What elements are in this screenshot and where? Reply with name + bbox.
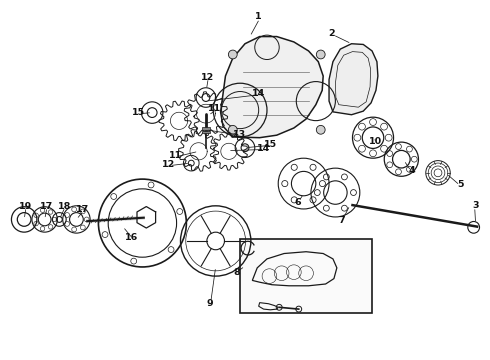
Text: 3: 3 (472, 201, 479, 210)
Bar (202, 131, 210, 134)
Text: 7: 7 (339, 216, 345, 225)
Text: 14: 14 (257, 144, 270, 153)
Text: 11: 11 (169, 152, 182, 161)
Text: 1: 1 (255, 12, 262, 21)
Text: 5: 5 (458, 180, 464, 189)
Text: 4: 4 (409, 166, 416, 175)
Text: 2: 2 (329, 29, 335, 38)
Text: 19: 19 (19, 202, 32, 211)
Text: 18: 18 (57, 202, 71, 211)
Text: 17: 17 (40, 202, 53, 211)
Text: 6: 6 (294, 198, 301, 207)
Text: 15: 15 (264, 140, 277, 149)
Bar (240, 239, 372, 313)
Text: 17: 17 (76, 205, 89, 214)
Polygon shape (329, 44, 378, 115)
Text: 14: 14 (252, 89, 265, 98)
Text: 9: 9 (206, 298, 213, 307)
Ellipse shape (317, 50, 325, 59)
Text: 8: 8 (233, 268, 240, 277)
Ellipse shape (228, 125, 237, 134)
Text: 16: 16 (125, 233, 138, 242)
Text: 12: 12 (162, 161, 175, 170)
Text: 10: 10 (369, 137, 383, 146)
Text: 13: 13 (233, 130, 245, 139)
Text: 15: 15 (132, 108, 146, 117)
Bar (202, 127, 210, 130)
Text: 12: 12 (201, 73, 214, 82)
Polygon shape (220, 37, 323, 138)
Ellipse shape (317, 125, 325, 134)
Text: 11: 11 (208, 104, 221, 113)
Ellipse shape (228, 50, 237, 59)
